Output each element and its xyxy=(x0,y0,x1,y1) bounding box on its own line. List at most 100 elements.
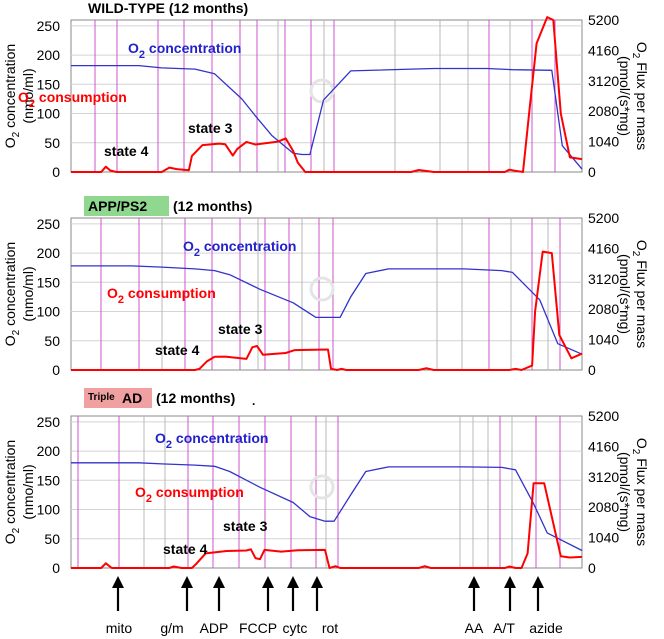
y-tick-right: 5200 xyxy=(588,12,619,28)
annotation-state-4: state 4 xyxy=(163,541,208,557)
annotation-state-4: state 4 xyxy=(104,143,149,159)
y-axis-label-left: O2 concentration xyxy=(2,440,22,544)
event-arrowhead xyxy=(468,576,480,588)
y-tick-left: 200 xyxy=(37,443,61,459)
o2-consumption-line xyxy=(71,482,583,569)
y-tick-right: 3120 xyxy=(588,271,619,287)
y-axis-label-right-unit: (pmol/(s*mg) xyxy=(617,452,633,532)
event-arrowhead xyxy=(532,576,544,588)
title-badge xyxy=(84,196,169,216)
o2-concentration-line xyxy=(71,462,583,552)
watermark-logo xyxy=(309,474,335,500)
y-tick-right: 0 xyxy=(588,560,596,576)
y-tick-left: 0 xyxy=(52,362,60,378)
annotation-state-4: state 4 xyxy=(155,342,200,358)
annotation-o2-consumption: O2 consumption xyxy=(135,484,244,505)
y-tick-right: 4160 xyxy=(588,438,619,454)
annotation-state-3: state 3 xyxy=(223,518,268,534)
event-label: azide xyxy=(529,620,563,636)
chart-panels: WILD-TYPE (12 months) 250 200 150 100 50 0 5200… xyxy=(2,0,650,576)
y-tick-left: 50 xyxy=(44,333,60,349)
chart-panel-1: WILD-TYPE (12 months) 250 200 150 100 50 0 5200… xyxy=(2,0,650,180)
annotation-o2-concentration: O2 concentration xyxy=(155,430,268,451)
y-tick-left: 250 xyxy=(37,18,61,34)
annotation-state-3: state 3 xyxy=(188,120,233,136)
plot-frame xyxy=(70,217,583,371)
y-tick-right: 5200 xyxy=(588,408,619,424)
y-tick-right: 1040 xyxy=(588,530,619,546)
y-tick-left: 100 xyxy=(37,502,61,518)
o2-concentration-line xyxy=(71,64,583,170)
title-badge-text: AD xyxy=(122,390,142,406)
o2-concentration-line xyxy=(71,265,583,355)
chart-panel-2: APP/PS2 (12 months) 250 200 150 100 50 0 5200 416… xyxy=(2,196,650,378)
y-tick-left: 100 xyxy=(37,304,61,320)
y-axis-label-left: O2 concentration xyxy=(2,44,22,148)
event-label: cytc xyxy=(283,620,308,636)
y-tick-right: 2080 xyxy=(588,301,619,317)
y-axis-label-left-unit: (nmo/ml) xyxy=(20,266,36,321)
event-label: A/T xyxy=(493,620,515,636)
y-axis-label-right: O2 Flux per mass xyxy=(630,42,650,150)
y-tick-right: 3120 xyxy=(588,469,619,485)
y-tick-right: 2080 xyxy=(588,103,619,119)
event-label: g/m xyxy=(160,620,183,636)
y-tick-left: 200 xyxy=(37,47,61,63)
y-axis-label-right: O2 Flux per mass xyxy=(630,438,650,546)
y-axis-label-left-unit: (nmo/ml) xyxy=(20,464,36,519)
y-tick-left: 250 xyxy=(37,216,61,232)
event-label: rot xyxy=(322,620,338,636)
event-arrowhead xyxy=(504,576,516,588)
watermark-logo xyxy=(309,276,335,302)
event-label: FCCP xyxy=(239,620,277,636)
chart-title: (12 months) xyxy=(173,198,252,214)
y-tick-left: 150 xyxy=(37,274,61,290)
y-tick-right: 4160 xyxy=(588,42,619,58)
y-tick-left: 150 xyxy=(37,472,61,488)
event-label: ADP xyxy=(200,620,229,636)
event-arrowhead xyxy=(112,576,124,588)
annotation-o2-consumption: O2 consumption xyxy=(18,89,127,110)
y-tick-right: 5200 xyxy=(588,210,619,226)
event-arrowhead xyxy=(181,576,193,588)
o2-consumption-line xyxy=(71,16,583,173)
y-tick-right: 1040 xyxy=(588,134,619,150)
event-arrowhead xyxy=(262,576,274,588)
y-tick-left: 50 xyxy=(44,135,60,151)
event-label: mito xyxy=(106,620,133,636)
title-prefix: Triple xyxy=(88,392,115,403)
event-arrowhead xyxy=(311,576,323,588)
y-tick-left: 250 xyxy=(37,414,61,430)
y-axis-label-left-unit: (nmo/ml) xyxy=(20,68,36,123)
title-badge xyxy=(84,388,152,408)
chart-panel-3: Triple AD (12 months) 250 200 150 100 50 0 5200 41… xyxy=(2,388,650,576)
o2-consumption-line xyxy=(71,250,583,371)
title-dot: . xyxy=(252,394,255,408)
y-axis-label-left: O2 concentration xyxy=(2,242,22,346)
y-tick-right: 0 xyxy=(588,362,596,378)
y-tick-left: 200 xyxy=(37,245,61,261)
y-tick-left: 100 xyxy=(37,106,61,122)
y-tick-left: 0 xyxy=(52,164,60,180)
y-tick-left: 150 xyxy=(37,76,61,92)
y-axis-label-right-unit: (pmol/(s*mg) xyxy=(617,56,633,136)
y-axis-label-right: O2 Flux per mass xyxy=(630,240,650,348)
annotation-o2-concentration: O2 concentration xyxy=(183,238,296,259)
y-tick-left: 50 xyxy=(44,531,60,547)
y-tick-right: 4160 xyxy=(588,240,619,256)
title-badge-text: APP/PS2 xyxy=(88,198,147,214)
event-label: AA xyxy=(465,620,484,636)
chart-title: WILD-TYPE (12 months) xyxy=(88,0,248,16)
event-arrowhead xyxy=(213,576,225,588)
event-markers: mito g/m ADP FCCP cytc rot AA A/T azide xyxy=(106,576,563,636)
chart-title: (12 months) xyxy=(156,390,235,406)
y-tick-right: 1040 xyxy=(588,332,619,348)
event-arrowhead xyxy=(287,576,299,588)
y-tick-right: 3120 xyxy=(588,73,619,89)
y-tick-right: 2080 xyxy=(588,499,619,515)
watermark-logo xyxy=(309,78,335,104)
y-tick-right: 0 xyxy=(588,164,596,180)
y-axis-label-right-unit: (pmol/(s*mg) xyxy=(617,254,633,334)
y-tick-left: 0 xyxy=(52,560,60,576)
